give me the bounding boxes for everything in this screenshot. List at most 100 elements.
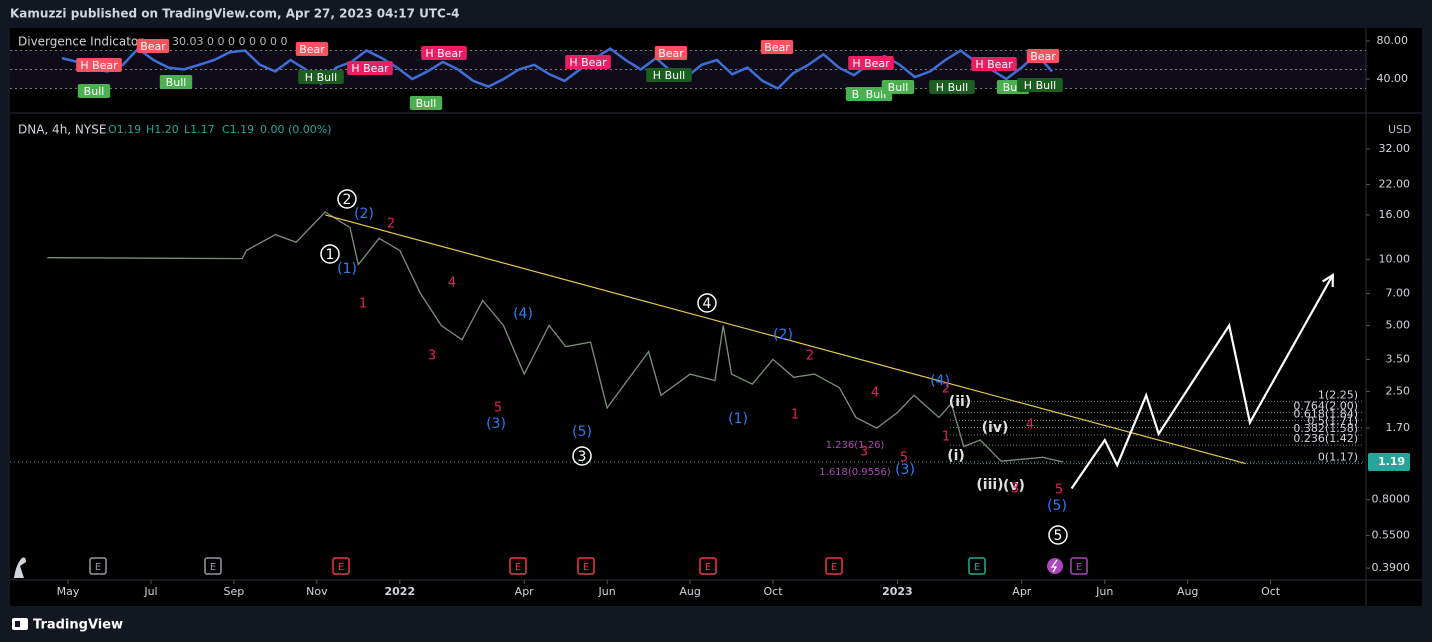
event-label: E bbox=[705, 562, 711, 573]
signal-label: Bull bbox=[416, 97, 437, 110]
x-tick-label: May bbox=[57, 585, 80, 598]
x-tick-label: Aug bbox=[1177, 585, 1198, 598]
wave-label: (5) bbox=[572, 424, 592, 440]
signal-label: Bear bbox=[764, 41, 790, 54]
chart-panel bbox=[10, 28, 1422, 606]
signal-label: Bull bbox=[166, 76, 187, 89]
event-label: E bbox=[831, 562, 837, 573]
y-tick-label: 0.5500 bbox=[1372, 528, 1411, 541]
x-tick-label: Apr bbox=[515, 585, 535, 598]
brand: TradingView bbox=[33, 618, 123, 633]
wave-label: 4 bbox=[1026, 418, 1034, 433]
signal-tag bbox=[654, 46, 688, 60]
x-tick-label: Aug bbox=[679, 585, 700, 598]
event-marker bbox=[332, 557, 350, 575]
event-label: E bbox=[583, 562, 589, 573]
signal-label: H Bear bbox=[852, 57, 890, 70]
fib-label: 0.764(2.00) bbox=[1293, 400, 1358, 413]
signal-tag bbox=[298, 70, 344, 84]
signal-tag bbox=[295, 42, 329, 56]
fib-label: 0.382(1.58) bbox=[1293, 422, 1358, 435]
wave-label: 4 bbox=[448, 276, 456, 291]
fish-icon bbox=[14, 557, 26, 578]
event-marker bbox=[509, 557, 527, 575]
fib-label: 1(2.25) bbox=[1318, 388, 1358, 401]
signal-tag bbox=[77, 84, 111, 98]
wave-label: 1 bbox=[791, 408, 799, 423]
signal-tag bbox=[421, 46, 467, 60]
wave-label: (3) bbox=[486, 416, 506, 432]
event-marker bbox=[825, 557, 843, 575]
y-tick-label: 0.3900 bbox=[1372, 561, 1411, 574]
ohlc-value: C1.19 bbox=[222, 123, 254, 136]
signal-tag bbox=[159, 75, 193, 89]
fib-label: 0.618(1.84) bbox=[1293, 408, 1358, 421]
x-tick-label: Apr bbox=[1012, 585, 1032, 598]
ohlc-value: H1.20 bbox=[146, 123, 179, 136]
fib-note: 1.618(0.9556) bbox=[819, 467, 891, 478]
signal-label: H Bear bbox=[80, 59, 118, 72]
wave-label: (i) bbox=[947, 448, 965, 464]
event-marker bbox=[204, 557, 222, 575]
wave-label: 5 bbox=[1054, 528, 1063, 544]
wave-label: (iii) bbox=[976, 477, 1003, 493]
y-tick-label: 0.8000 bbox=[1372, 493, 1411, 506]
event-label: E bbox=[515, 562, 521, 573]
ohlc-value: O1.19 bbox=[108, 123, 141, 136]
x-tick-label: Jul bbox=[143, 585, 157, 598]
fib-label: 0(1.17) bbox=[1318, 451, 1358, 464]
signal-tag bbox=[136, 39, 170, 53]
indicator-tick-label: 40.00 bbox=[1377, 72, 1409, 85]
x-tick-label: Nov bbox=[306, 585, 328, 598]
wave-label: (4) bbox=[513, 306, 533, 322]
signal-label: Bull bbox=[888, 81, 909, 94]
fib-label: 0.5(1.71) bbox=[1307, 415, 1358, 428]
wave-label: (5) bbox=[1047, 498, 1067, 514]
price-line bbox=[47, 211, 1064, 463]
event-label: E bbox=[210, 562, 216, 573]
wave-label: 2 bbox=[387, 217, 395, 232]
signal-label: H Bear bbox=[351, 62, 389, 75]
last-price-label: 1.19 bbox=[1378, 455, 1405, 468]
event-label: E bbox=[974, 562, 980, 573]
y-tick-label: 3.50 bbox=[1386, 352, 1411, 365]
currency: USD bbox=[1388, 123, 1412, 136]
publisher: Kamuzzi published on TradingView.com, Ap… bbox=[10, 7, 459, 21]
x-tick-label: Oct bbox=[763, 585, 783, 598]
indicator-title: Divergence Indicator bbox=[18, 35, 143, 49]
y-tick-label: 22.00 bbox=[1379, 178, 1411, 191]
signal-tag bbox=[1026, 49, 1060, 63]
signal-tag bbox=[760, 40, 794, 54]
y-tick-label: 32.00 bbox=[1379, 142, 1411, 155]
trendline bbox=[325, 214, 1246, 465]
event-marker bbox=[699, 557, 717, 575]
wave-label: 5 bbox=[1055, 483, 1063, 498]
signal-tag bbox=[646, 68, 692, 82]
event-marker bbox=[968, 557, 986, 575]
x-tick-label: Jun bbox=[1095, 585, 1113, 598]
symbol: DNA, 4h, NYSE bbox=[18, 123, 106, 137]
y-tick-label: 5.00 bbox=[1386, 318, 1411, 331]
event-label: E bbox=[338, 562, 344, 573]
wave-label: 2 bbox=[942, 382, 950, 397]
y-tick-label: 1.70 bbox=[1386, 421, 1411, 434]
wave-label: 5 bbox=[900, 451, 908, 466]
wave-label: (2) bbox=[354, 206, 374, 222]
indicator-tick-label: 80.00 bbox=[1377, 34, 1409, 47]
ohlc-value: 0.00 (0.00%) bbox=[260, 123, 332, 136]
wave-label: 3 bbox=[578, 449, 587, 465]
wave-label: (iv) bbox=[982, 420, 1009, 436]
projection-arrowhead bbox=[1322, 273, 1334, 288]
tv-logo bbox=[12, 618, 28, 630]
signal-label: H Bull bbox=[936, 81, 968, 94]
y-tick-label: 7.00 bbox=[1386, 286, 1411, 299]
wave-circle bbox=[697, 293, 717, 313]
signal-tag bbox=[848, 56, 894, 70]
signal-label: Bear bbox=[299, 43, 325, 56]
wave-circle bbox=[337, 189, 357, 209]
indicator-inputs: 30.03 0 0 0 0 0 0 0 0 bbox=[172, 35, 287, 48]
wave-label: 1 bbox=[942, 430, 950, 445]
signal-tag bbox=[409, 96, 443, 110]
signal-tag bbox=[1017, 78, 1063, 92]
